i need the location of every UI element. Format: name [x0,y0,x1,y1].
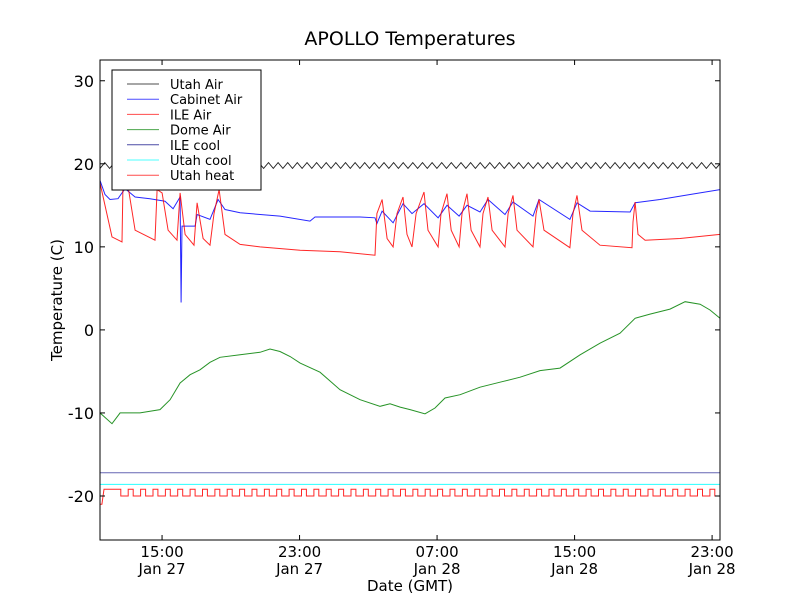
x-axis-label: Date (GMT) [367,577,453,595]
x-tick-time: 23:00 [278,543,321,561]
series-line-cabinet-air [100,180,720,303]
series-line-utah-heat [100,488,720,505]
x-tick-time: 07:00 [415,543,458,561]
y-tick-label: 10 [74,238,94,257]
x-tick-time: 15:00 [140,543,183,561]
y-tick-label: -10 [68,404,94,423]
legend-label: ILE cool [170,139,220,154]
y-tick-label: 20 [74,155,94,174]
x-tick-date: Jan 28 [550,560,598,578]
x-tick-date: Jan 27 [138,560,186,578]
x-tick-date: Jan 28 [688,560,736,578]
legend-label: Utah Air [170,78,223,93]
legend-label: Utah heat [170,169,234,184]
y-tick-label: 0 [84,321,94,340]
series-line-ile-air [100,181,720,256]
chart-title: APOLLO Temperatures [304,28,515,50]
x-tick-date: Jan 28 [413,560,461,578]
y-tick-label: 30 [74,72,94,91]
plot-frame [99,59,721,541]
x-tick-time: 23:00 [690,543,733,561]
x-tick-date: Jan 27 [275,560,323,578]
legend-label: ILE Air [170,108,212,123]
series-line-dome-air [100,301,720,425]
y-tick-label: -20 [68,487,94,506]
series-layer [100,161,720,505]
legend-label: Cabinet Air [170,93,243,108]
y-axis-label: Temperature (C) [48,239,66,362]
legend-label: Dome Air [170,124,231,139]
legend-label: Utah cool [170,154,232,169]
x-tick-time: 15:00 [553,543,596,561]
